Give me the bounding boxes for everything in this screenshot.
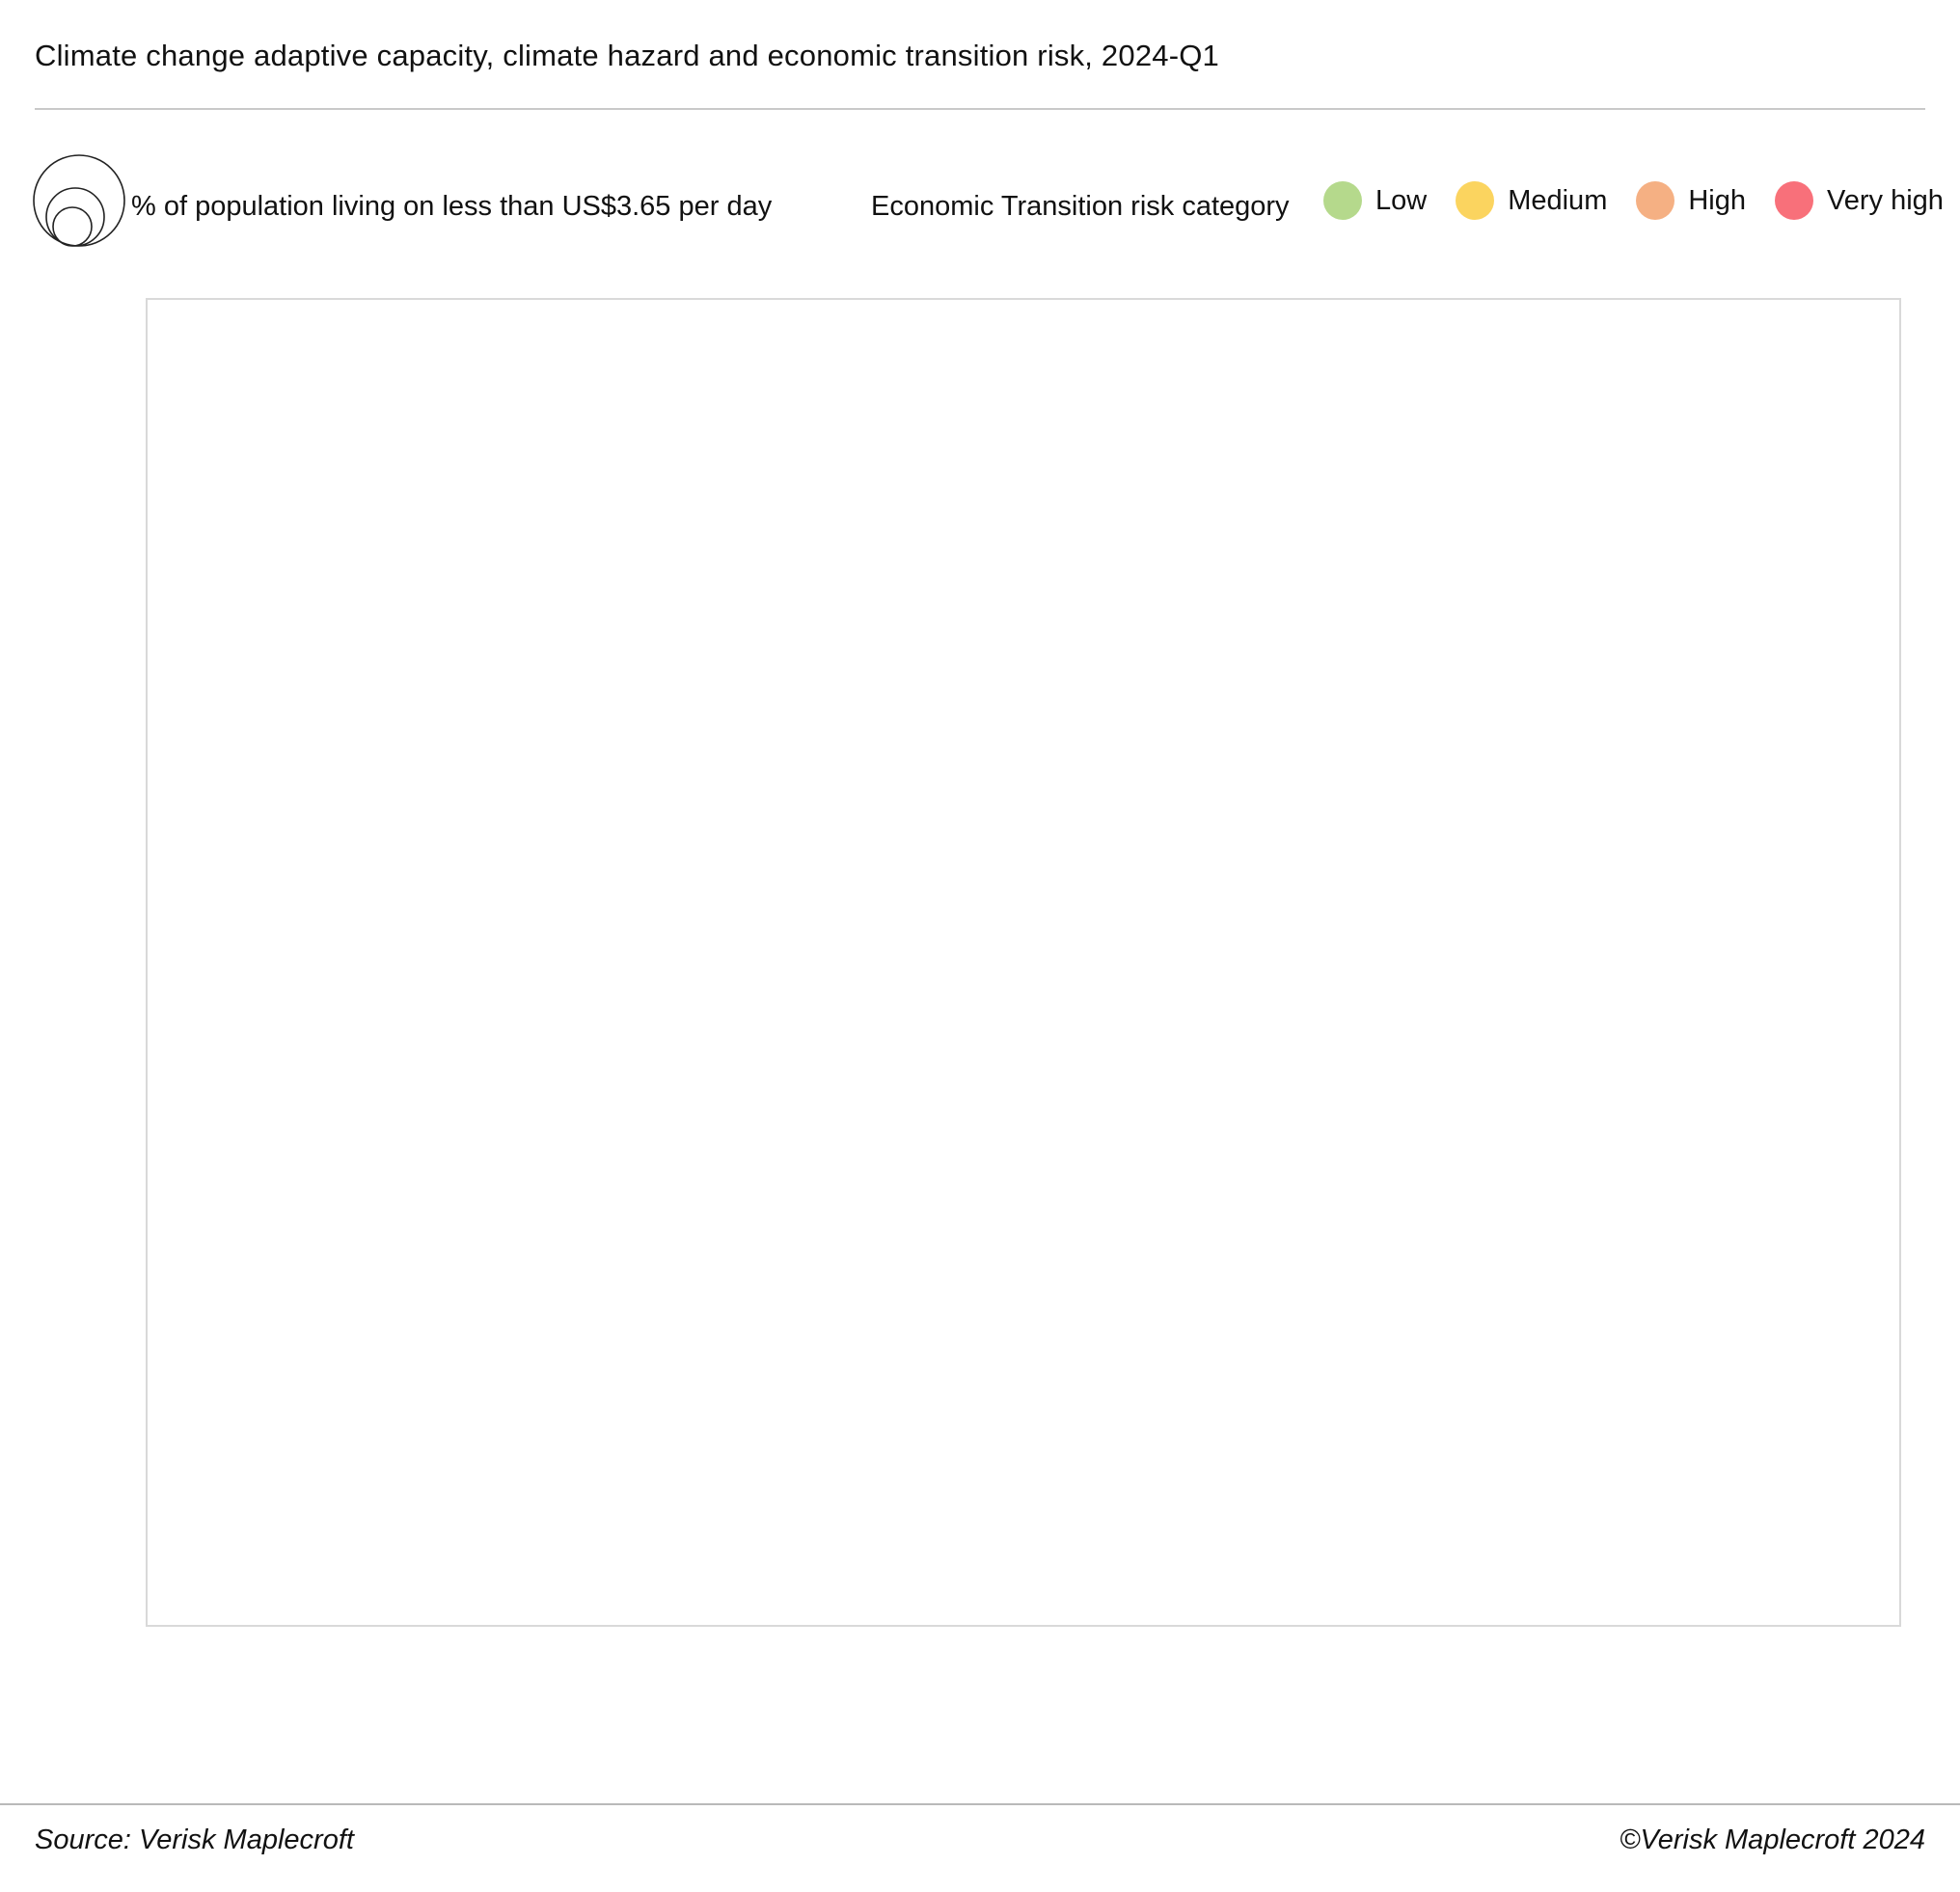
source-text: Source: Verisk Maplecroft (35, 1824, 354, 1855)
plot-border (146, 298, 1901, 1627)
color-legend-title: Economic Transition risk category (871, 191, 1290, 222)
bubble-size-legend-icon (33, 154, 125, 247)
legend-label: Medium (1508, 184, 1608, 216)
legend-item-very-high: Very high (1775, 181, 1944, 220)
legend-item-low: Low (1323, 181, 1427, 220)
legend-swatch-icon (1636, 181, 1675, 220)
bubble-size-legend-label: % of population living on less than US$3… (131, 191, 773, 222)
title-divider (35, 108, 1925, 110)
legend-item-high: High (1636, 181, 1746, 220)
page-title: Climate change adaptive capacity, climat… (35, 39, 1219, 72)
legend-swatch-icon (1323, 181, 1362, 220)
legend-label: High (1688, 184, 1747, 216)
color-legend: Low Medium High Very high (1323, 181, 1944, 220)
legend-label: Low (1375, 184, 1428, 216)
legend-label: Very high (1827, 184, 1944, 216)
legend-swatch-icon (1456, 181, 1495, 220)
legend-swatch-icon (1775, 181, 1814, 220)
copyright-text: ©Verisk Maplecroft 2024 (1620, 1824, 1925, 1855)
footer-divider (0, 1803, 1960, 1805)
legend-item-medium: Medium (1456, 181, 1607, 220)
